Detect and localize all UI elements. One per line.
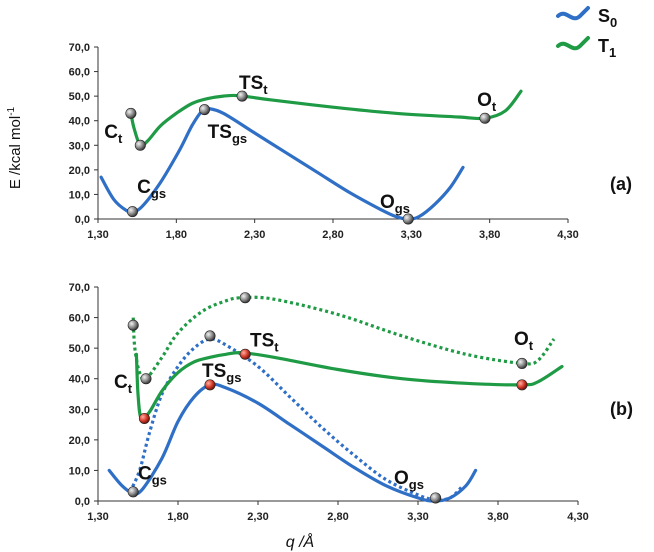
panel-b-series [107,295,564,503]
grey-point-marker [239,292,251,304]
point-label-ot: Ot [477,90,497,114]
y-tick-label: 30,0 [69,404,90,416]
red-point-marker [204,379,216,391]
point-label-ogs: Ogs [394,468,424,492]
y-tick-label: 50,0 [69,91,90,103]
grey-point-marker [199,104,211,116]
legend-t1-swatch [556,36,590,51]
panel-a: 0,0 10,0 20,0 30,0 40,0 50,0 60,0 70,0 1,30 1,80 2… [69,42,632,241]
point-label-tst: TSt [250,331,279,355]
series-t1-solid-line [129,89,523,148]
panel-b-point-labels: Cgs Ct TSgs TSt Ogs Ot [114,329,534,492]
panel-b-markers [127,292,528,504]
grey-point-marker [430,492,442,504]
y-tick-label: 70,0 [69,42,90,54]
legend-s0-label: S0 [598,6,617,30]
x-tick-label: 3,80 [479,229,500,241]
panel-a-point-labels: Cgs Ct TSgs TSt Ogs Ot [104,73,497,216]
y-tick-label: 20,0 [69,165,90,177]
x-tick-label: 1,80 [166,229,187,241]
point-label-ct: Ct [114,372,133,396]
panel-b: 0,0 10,0 20,0 30,0 40,0 50,0 60,0 70,0 1,30 1,80 2… [69,282,633,523]
x-tick-label: 2,80 [327,511,348,523]
panel-a-axes: 0,0 10,0 20,0 30,0 40,0 50,0 60,0 70,0 1,30 1,80 2… [69,42,579,241]
y-tick-label: 60,0 [69,313,90,325]
y-tick-label: 50,0 [69,343,90,355]
point-label-cgs: Cgs [137,177,166,201]
grey-point-marker [127,319,139,331]
grey-point-marker [479,112,491,124]
x-tick-label: 1,30 [87,511,108,523]
point-label-ot: Ot [514,329,534,353]
grey-point-marker [125,107,137,119]
grey-point-marker [140,373,152,385]
y-tick-label: 40,0 [69,116,90,128]
y-tick-label: 0,0 [75,496,90,508]
x-tick-label: 2,80 [322,229,343,241]
x-tick-label: 4,30 [557,229,578,241]
grey-point-marker [127,486,139,498]
grey-point-marker [204,330,216,342]
y-axis-title-sup: -1 [6,106,17,115]
y-axis-title: E /kcal mol-1 [6,106,24,189]
point-label-tst: TSt [239,73,268,97]
x-tick-label: 1,30 [87,229,108,241]
panel-b-label: (b) [610,399,633,419]
x-tick-label: 3,30 [407,511,428,523]
grey-point-marker [126,206,138,218]
series-t1-dotted-line [131,295,556,382]
y-tick-label: 40,0 [69,374,90,386]
legend-t1-label: T1 [598,36,616,60]
legend-s0-swatch [556,6,590,21]
y-tick-label: 10,0 [69,465,90,477]
x-tick-label: 3,30 [401,229,422,241]
point-label-tsgs: TSgs [202,361,241,385]
y-tick-label: 20,0 [69,435,90,447]
red-point-marker [138,412,150,424]
red-point-marker [239,348,251,360]
grey-point-marker [134,139,146,151]
point-label-ct: Ct [104,122,123,146]
x-tick-label: 2,30 [244,229,265,241]
x-tick-label: 3,80 [487,511,508,523]
grey-point-marker [516,357,528,369]
panel-a-markers [125,90,491,225]
y-tick-label: 30,0 [69,140,90,152]
point-label-ogs: Ogs [380,192,410,216]
x-tick-label: 1,80 [167,511,188,523]
series-t1-solid-line [134,350,564,422]
grey-point-marker [402,213,414,225]
point-label-tsgs: TSgs [208,122,247,146]
y-axis-title-text: E /kcal mol [7,116,24,189]
y-tick-label: 70,0 [69,282,90,294]
panel-b-axes: 0,0 10,0 20,0 30,0 40,0 50,0 60,0 70,0 1,30 1,80 2… [69,282,589,523]
red-point-marker [516,379,528,391]
legend: S0 T1 [556,6,617,60]
panel-a-label: (a) [610,174,632,194]
x-tick-label: 4,30 [567,511,588,523]
point-label-cgs: Cgs [138,464,167,488]
y-tick-label: 60,0 [69,67,90,79]
y-tick-label: 0,0 [75,214,90,226]
y-tick-label: 10,0 [69,189,90,201]
series-s0-dotted-line [128,337,464,502]
x-axis-title: q /Å [286,532,314,551]
x-tick-label: 2,30 [247,511,268,523]
grey-point-marker [236,90,248,102]
